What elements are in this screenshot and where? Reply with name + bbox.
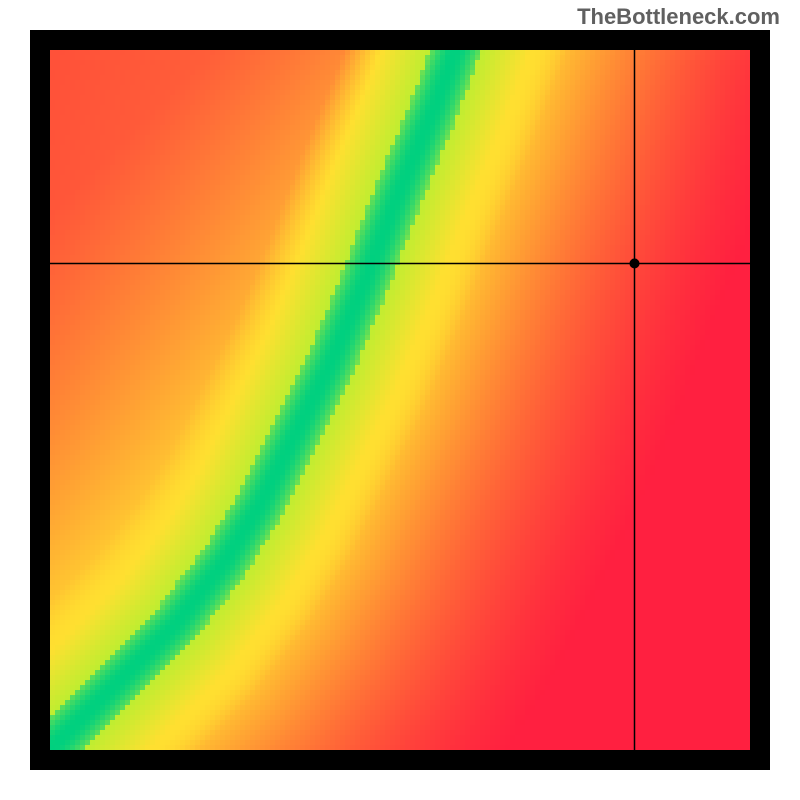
heatmap-canvas — [50, 50, 750, 750]
watermark-text: TheBottleneck.com — [577, 4, 780, 30]
chart-plot-area — [50, 50, 750, 750]
chart-frame — [30, 30, 770, 770]
